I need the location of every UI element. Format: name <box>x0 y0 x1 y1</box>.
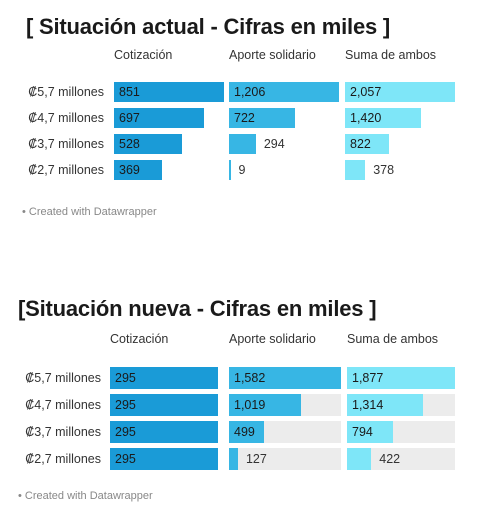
bar <box>110 448 218 470</box>
value-label: 127 <box>245 452 267 466</box>
value-label: 1,877 <box>352 371 384 385</box>
bar <box>110 367 218 389</box>
value-label: 697 <box>119 111 140 125</box>
value-label: 851 <box>119 85 140 99</box>
row-label: ₡3,7 millones <box>25 424 101 439</box>
value-label: 9 <box>238 163 246 177</box>
value-label: 1,019 <box>234 398 266 412</box>
value-label: 499 <box>234 425 255 439</box>
bar <box>347 394 423 416</box>
value-label: 794 <box>352 425 373 439</box>
bar <box>229 160 231 180</box>
datawrapper-credit: • Created with Datawrapper <box>22 206 157 218</box>
column-header: Suma de ambos <box>347 332 439 346</box>
bar <box>345 134 389 154</box>
value-label: 2,057 <box>350 85 382 99</box>
value-label: 1,582 <box>234 371 266 385</box>
datawrapper-credit: • Created with Datawrapper <box>18 490 153 502</box>
bar-track <box>229 448 341 470</box>
bar <box>110 394 218 416</box>
value-label: 422 <box>379 452 401 466</box>
bar <box>229 82 339 102</box>
row-label: ₡2,7 millones <box>28 162 104 177</box>
bar <box>347 367 455 389</box>
bar <box>229 367 341 389</box>
bar-track <box>347 448 455 470</box>
value-label: 1,314 <box>352 398 384 412</box>
bar <box>347 448 372 470</box>
value-label: 295 <box>115 452 136 466</box>
bar <box>229 448 238 470</box>
bar <box>345 160 366 180</box>
row-label: ₡3,7 millones <box>28 136 104 151</box>
chart-title: [Situación nueva - Cifras en miles ] <box>18 296 377 321</box>
bar <box>229 108 295 128</box>
value-label: 295 <box>115 371 136 385</box>
column-header: Cotización <box>110 332 169 346</box>
value-label: 822 <box>350 137 371 151</box>
value-label: 1,206 <box>234 85 266 99</box>
bar <box>345 82 455 102</box>
value-label: 369 <box>119 163 140 177</box>
value-label: 1,420 <box>350 111 382 125</box>
bar <box>114 160 162 180</box>
column-header: Suma de ambos <box>345 48 437 62</box>
value-label: 295 <box>115 398 136 412</box>
column-header: Aporte solidario <box>229 48 316 62</box>
column-header: Aporte solidario <box>229 332 316 346</box>
chart-panel: [ Situación actual - Cifras en miles ] Co… <box>0 0 478 240</box>
bar <box>114 82 224 102</box>
column-header: Cotización <box>114 48 173 62</box>
bar <box>114 134 183 154</box>
bar <box>110 421 218 443</box>
chart-panel: [Situación nueva - Cifras en miles ] Coti… <box>0 282 478 522</box>
bar <box>229 134 256 154</box>
row-label: ₡4,7 millones <box>25 397 101 412</box>
row-label: ₡5,7 millones <box>25 370 101 385</box>
value-label: 378 <box>373 163 395 177</box>
bar <box>114 108 205 128</box>
value-label: 295 <box>115 425 136 439</box>
value-label: 528 <box>119 137 140 151</box>
bar <box>229 394 302 416</box>
value-label: 722 <box>234 111 255 125</box>
row-label: ₡4,7 millones <box>28 110 104 125</box>
bar <box>229 421 265 443</box>
row-label: ₡5,7 millones <box>28 84 104 99</box>
value-label: 294 <box>263 137 285 151</box>
bar <box>345 108 421 128</box>
bar <box>347 421 393 443</box>
row-label: ₡2,7 millones <box>25 451 101 466</box>
chart-title: [ Situación actual - Cifras en miles ] <box>26 14 391 39</box>
